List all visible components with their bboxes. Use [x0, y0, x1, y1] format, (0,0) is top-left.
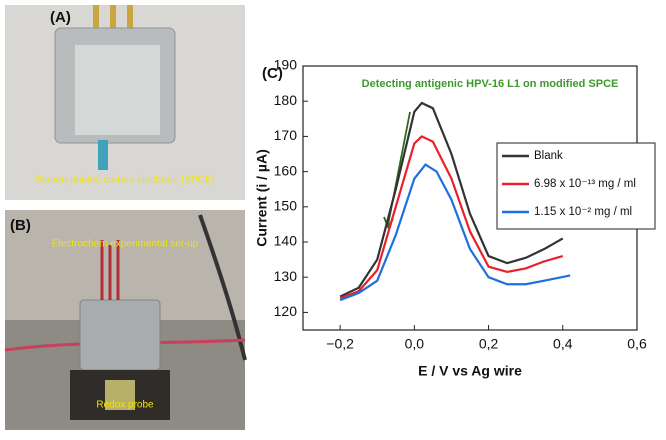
y-axis-label: Current (i / µA)	[254, 149, 270, 247]
line	[339, 135, 564, 300]
pin	[127, 5, 133, 30]
y-tick-label: 140	[274, 233, 298, 249]
y-tick-label: 150	[274, 198, 298, 214]
annotation: Detecting antigenic HPV-16 L1 on modifie…	[362, 78, 619, 90]
legend-label: 1.15 x 10⁻² mg / ml	[534, 206, 632, 218]
x-axis-label: E / V vs Ag wire	[418, 363, 522, 379]
legend-label: 6.98 x 10⁻¹³ mg / ml	[534, 178, 636, 190]
device	[79, 299, 161, 371]
line	[339, 101, 564, 298]
caption: Electrochem experimental set-up	[52, 239, 199, 250]
wires	[100, 240, 120, 300]
electrode	[75, 45, 160, 135]
caption: Screen-printed carbon electrode (SPCE)	[35, 175, 215, 186]
pin	[110, 5, 116, 30]
y-tick-label: 190	[274, 57, 298, 73]
y-tick-label: 120	[274, 303, 298, 319]
legend-box	[496, 142, 656, 230]
panel-label: (C)	[262, 65, 283, 82]
panel-label: (A)	[50, 9, 71, 26]
x-tick-label: 0,6	[627, 336, 647, 352]
x-tick-label: 0,4	[553, 336, 573, 352]
caption: Redox probe	[96, 400, 154, 411]
cable	[198, 214, 247, 361]
panel-label: (B)	[10, 217, 31, 234]
y-tick-label: 160	[274, 162, 298, 178]
vial	[105, 380, 135, 410]
y-tick-label: 130	[274, 268, 298, 284]
y-tick-label: 170	[274, 127, 298, 143]
line	[339, 163, 571, 302]
pin	[93, 5, 99, 30]
strip	[98, 140, 108, 170]
x-tick-label: 0,0	[405, 336, 425, 352]
y-tick-label: 180	[274, 92, 298, 108]
x-tick-label: 0,2	[479, 336, 499, 352]
legend-label: Blank	[534, 150, 563, 162]
x-tick-label: −0,2	[326, 336, 354, 352]
